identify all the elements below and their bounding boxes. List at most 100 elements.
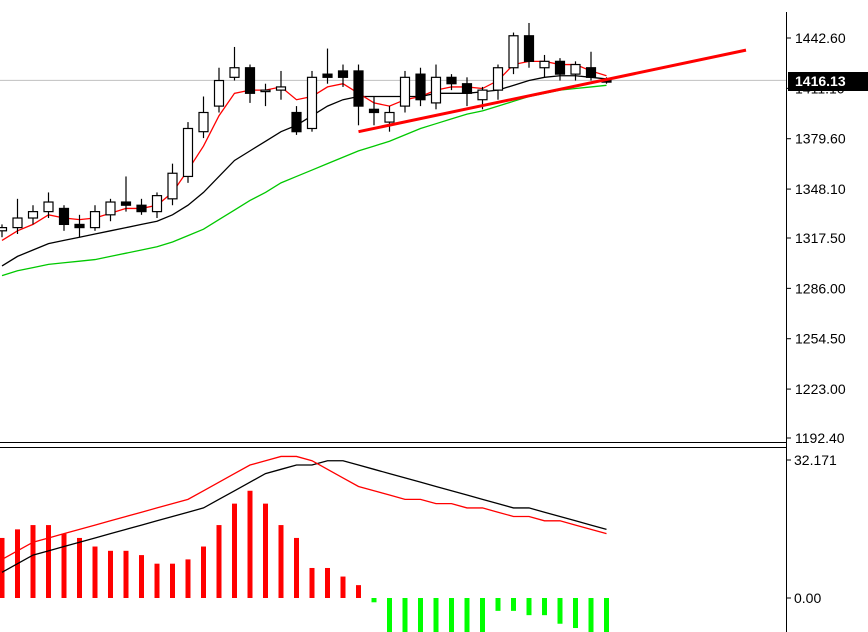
macd-histogram: [0, 490, 609, 632]
macd-histogram-bar: [325, 567, 330, 598]
candle: [136, 198, 147, 215]
candle: [492, 64, 504, 100]
candle-body-bull: [182, 127, 194, 178]
candle: [399, 70, 411, 113]
candle: [43, 192, 54, 219]
candle-body-bull: [306, 76, 318, 130]
macd-axis-label: 0.00: [794, 590, 821, 606]
macd-histogram-bar: [170, 563, 175, 598]
candle: [244, 64, 256, 103]
macd-histogram-bar: [526, 598, 532, 616]
candle-body-bull: [12, 217, 23, 229]
macd-histogram-bar: [216, 525, 222, 598]
candle: [368, 96, 380, 126]
candle: [523, 22, 535, 68]
macd-histogram-bar: [139, 555, 144, 598]
macd-histogram-bar: [232, 503, 237, 598]
price-axis-label: 1286.00: [795, 280, 846, 296]
candle-body-bear: [368, 108, 380, 114]
macd-signal-line: [1, 460, 607, 573]
candle: [260, 83, 271, 107]
price-axis-label: 1254.50: [795, 331, 846, 347]
macd-histogram-bar: [0, 537, 5, 598]
price-axis-label: 1223.00: [795, 381, 846, 397]
candle: [508, 32, 519, 75]
macd-histogram-bar: [278, 525, 284, 598]
macd-histogram-bar: [294, 537, 299, 598]
candle: [539, 54, 550, 78]
moving-average-long: [1, 84, 607, 277]
macd-histogram-bar: [201, 546, 206, 598]
macd-main-line: [1, 455, 607, 560]
candle-body-bear: [244, 67, 256, 94]
candle: [89, 205, 101, 231]
candle-body-bull: [399, 76, 411, 107]
candle: [554, 58, 566, 81]
macd-histogram-bar: [92, 546, 98, 598]
candle: [120, 176, 132, 212]
candle: [151, 192, 163, 219]
macd-histogram-bar: [604, 598, 609, 632]
moving-averages: [1, 60, 607, 277]
macd-histogram-bar: [588, 598, 594, 632]
candle-body-bear: [291, 111, 302, 133]
macd-histogram-bar: [123, 550, 129, 598]
macd-histogram-bar: [340, 576, 346, 598]
candle: [27, 205, 39, 225]
macd-axis-label: 32.171: [794, 452, 837, 468]
candle-body-bear: [523, 35, 535, 62]
macd-histogram-bar: [480, 598, 485, 632]
candle: [337, 64, 349, 87]
candle: [213, 67, 225, 113]
price-axis-label: 1317.50: [795, 230, 846, 246]
macd-histogram-bar: [77, 537, 82, 598]
candle: [585, 51, 597, 81]
moving-average-fast: [1, 60, 607, 241]
price-axis-label: 1192.40: [795, 430, 845, 446]
macd-histogram-bar: [387, 598, 392, 632]
candle-body-bear: [120, 201, 132, 206]
candle-body-bear: [322, 73, 333, 78]
candle-body-bear: [415, 73, 426, 101]
candles: [0, 22, 612, 238]
macd-histogram-bar: [573, 598, 578, 629]
current-price-tag: 1416.13: [788, 72, 868, 91]
macd-histogram-bar: [46, 525, 51, 598]
candle-body-bull: [508, 35, 519, 69]
candle: [167, 163, 178, 206]
candle-body-bull: [260, 89, 271, 93]
price-panel: [0, 22, 786, 277]
macd-histogram-bar: [247, 490, 253, 598]
candle: [229, 46, 240, 81]
candle-body-bull: [275, 86, 287, 91]
candle: [105, 198, 116, 222]
candle: [182, 122, 194, 183]
candle-body-bear: [461, 83, 473, 94]
candle: [74, 214, 85, 238]
macd-histogram-bar: [309, 567, 315, 598]
price-axis-label: 1379.60: [795, 131, 846, 147]
macd-axis: 32.171 0.00: [786, 452, 837, 606]
macd-histogram-bar: [30, 525, 36, 598]
candle-body-bull: [167, 172, 178, 200]
candle-body-bear: [58, 207, 70, 226]
macd-histogram-bar: [263, 503, 268, 598]
candle-body-bull: [105, 201, 116, 216]
macd-lines: [1, 455, 607, 573]
moving-average-slow: [1, 75, 607, 267]
candle: [306, 70, 318, 132]
candle-body-bull: [384, 111, 395, 123]
macd-histogram-bar: [418, 598, 423, 632]
candle-body-bear: [337, 70, 349, 78]
macd-histogram-bar: [464, 598, 470, 632]
candle: [198, 96, 209, 139]
macd-histogram-bar: [371, 598, 377, 603]
candle: [446, 74, 457, 91]
candle-body-bear: [585, 67, 597, 78]
candle-body-bear: [353, 70, 364, 107]
macd-histogram-bar: [542, 598, 547, 616]
macd-histogram-bar: [154, 563, 160, 598]
macd-histogram-bar: [433, 598, 439, 632]
candle-body-bear: [74, 223, 85, 229]
